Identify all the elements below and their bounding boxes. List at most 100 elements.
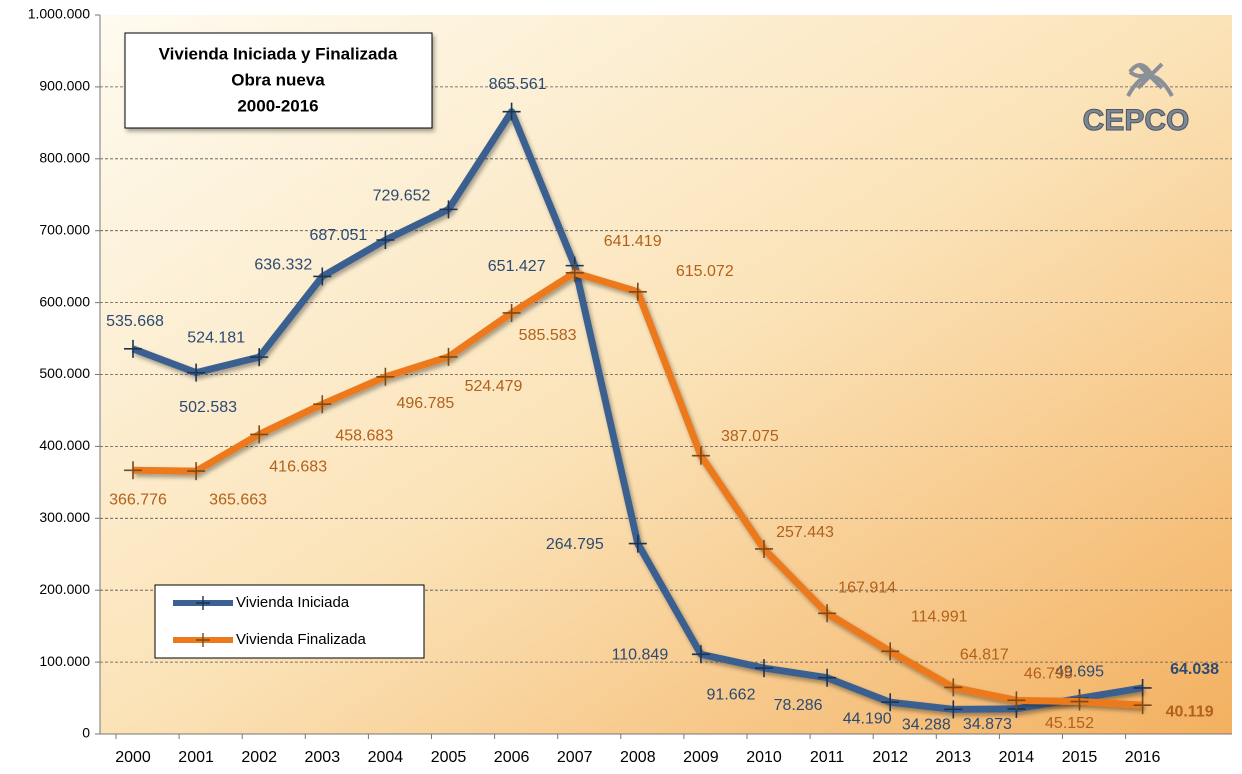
data-label: 651.427 (488, 258, 546, 275)
marker (187, 363, 206, 382)
marker (1007, 691, 1026, 710)
marker (881, 642, 900, 661)
legend-marker (196, 596, 210, 610)
data-label: 40.119 (1166, 703, 1214, 720)
data-label: 865.561 (489, 76, 547, 93)
marker (124, 339, 142, 358)
data-label: 641.419 (604, 233, 662, 250)
data-label: 264.795 (546, 536, 604, 553)
title-box (124, 32, 433, 129)
data-label: 78.286 (774, 697, 823, 714)
marker (565, 263, 584, 282)
marker (628, 534, 647, 553)
x-tick-label: 2003 (305, 749, 341, 766)
marker (1070, 692, 1089, 711)
data-label: 496.785 (396, 395, 454, 412)
marker (313, 267, 332, 286)
data-label: 524.479 (465, 378, 523, 395)
data-label: 535.668 (106, 313, 164, 330)
data-label: 64.038 (1170, 661, 1219, 678)
marker (881, 693, 900, 712)
marker (755, 539, 773, 558)
data-label: 615.072 (676, 263, 734, 280)
marker (502, 102, 521, 121)
data-label: 34.873 (963, 716, 1012, 733)
marker (313, 395, 332, 414)
marker (1133, 696, 1152, 715)
marker (1133, 678, 1152, 697)
marker (376, 231, 395, 250)
marker (250, 425, 269, 444)
labels: 535.668 502.583 524.181 636.332 687.051 729.6… (106, 76, 1219, 734)
y-tick-label: 800.000 (39, 150, 90, 166)
legend-marker (196, 633, 210, 647)
chart-subtitle: 2000-2016 (237, 96, 318, 115)
data-label: 34.288 (902, 717, 951, 734)
marker (818, 604, 837, 623)
y-tick-label: 0 (82, 725, 90, 741)
x-tick-label: 2002 (241, 749, 277, 766)
data-label: 458.683 (335, 427, 393, 444)
data-label: 110.849 (612, 647, 669, 664)
data-label: 46.795 (1024, 666, 1073, 683)
marker (439, 347, 458, 366)
y-tick-label: 600.000 (39, 293, 90, 309)
x-tick-label: 2008 (620, 749, 656, 766)
data-label: 636.332 (254, 257, 312, 274)
data-label: 64.817 (960, 647, 1009, 664)
marker (124, 461, 142, 480)
x-tick-label: 2000 (115, 749, 151, 766)
data-label: 416.683 (269, 459, 327, 476)
x-tick-label: 2014 (999, 749, 1035, 766)
x-tick-label: 2012 (872, 749, 908, 766)
marker (944, 678, 963, 697)
marker (691, 645, 710, 664)
logo: CEPCO (1082, 62, 1190, 137)
x-tick-label: 2007 (557, 749, 593, 766)
chart-title: Vivienda Iniciada y Finalizada (159, 44, 398, 63)
data-label: 49.695 (1055, 663, 1104, 680)
x-tick-label: 2016 (1125, 749, 1161, 766)
data-label: 524.181 (187, 329, 245, 346)
marker (250, 348, 269, 367)
data-label: 45.152 (1045, 715, 1094, 732)
x-tick-label: 2009 (683, 749, 719, 766)
logo-text: CEPCO (1083, 104, 1190, 137)
data-label: 366.776 (109, 492, 167, 509)
x-tick-label: 2015 (1062, 749, 1098, 766)
y-tick-label: 700.000 (39, 221, 90, 237)
marker (502, 303, 521, 322)
x-tick-label: 2013 (936, 749, 972, 766)
y-tick-label: 500.000 (39, 365, 90, 381)
y-tick-label: 100.000 (39, 653, 90, 669)
marker (755, 659, 773, 678)
marker (439, 200, 458, 219)
x-tick-label: 2006 (494, 749, 530, 766)
marker (628, 282, 647, 301)
data-label: 585.583 (519, 327, 577, 344)
data-label: 44.190 (843, 710, 892, 727)
y-tick-label: 900.000 (39, 78, 90, 94)
series (124, 102, 1152, 719)
y-tick-label: 400.000 (39, 437, 90, 453)
data-label: 365.663 (209, 491, 267, 508)
data-label: 502.583 (179, 399, 237, 416)
marker (944, 700, 963, 719)
marker (376, 367, 395, 386)
x-tick-label: 2010 (746, 749, 782, 766)
legend-label: Vivienda Finalizada (236, 631, 366, 648)
marker (691, 446, 710, 465)
legend (154, 584, 425, 659)
y-tick-label: 200.000 (39, 581, 90, 597)
data-label: 167.914 (838, 579, 896, 596)
y-tick-label: 300.000 (39, 509, 90, 525)
x-tick-label: 2005 (431, 749, 467, 766)
data-label: 91.662 (707, 686, 756, 703)
marker (818, 668, 837, 687)
marker (187, 462, 206, 481)
legend-label: Vivienda Iniciada (236, 594, 350, 611)
chart-subtitle: Obra nueva (231, 70, 325, 89)
data-label: 387.075 (721, 428, 779, 445)
data-label: 257.443 (776, 524, 834, 541)
